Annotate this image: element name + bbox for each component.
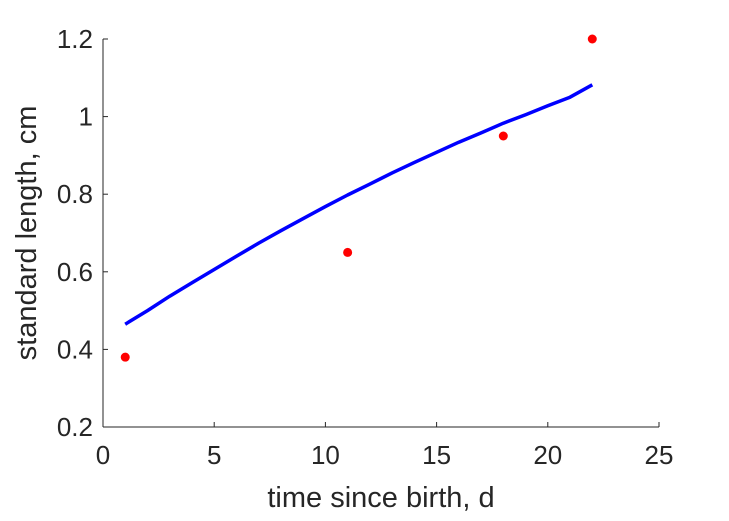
data-point xyxy=(120,352,130,362)
y-tick-label: 1.2 xyxy=(57,24,93,54)
data-point xyxy=(587,34,597,44)
x-axis-label: time since birth, d xyxy=(267,482,494,514)
plot-area xyxy=(102,39,659,428)
x-tick-label: 25 xyxy=(645,440,674,470)
data-point xyxy=(343,247,353,257)
y-tick-label: 0.8 xyxy=(57,179,93,209)
y-axis-label: standard length, cm xyxy=(11,106,43,361)
y-tick-label: 1 xyxy=(79,102,93,132)
x-tick-label: 15 xyxy=(422,440,451,470)
y-tick-label: 0.2 xyxy=(57,412,93,442)
fit-curve xyxy=(124,83,594,326)
y-tick-label: 0.6 xyxy=(57,257,93,287)
x-tick-label: 5 xyxy=(207,440,221,470)
x-tick-label: 10 xyxy=(311,440,340,470)
y-tick-label: 0.4 xyxy=(57,334,93,364)
data-point xyxy=(498,131,508,141)
series-layer xyxy=(120,34,597,362)
y-ticks: 0.2 0.4 0.6 0.8 1 1.2 xyxy=(57,24,108,442)
x-tick-label: 0 xyxy=(96,440,110,470)
x-ticks: 0 5 10 15 20 25 xyxy=(96,422,674,470)
x-tick-label: 20 xyxy=(533,440,562,470)
